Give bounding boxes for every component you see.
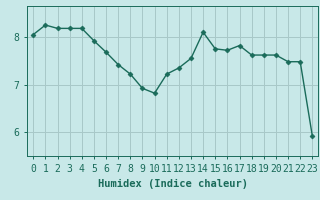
- X-axis label: Humidex (Indice chaleur): Humidex (Indice chaleur): [98, 179, 248, 189]
